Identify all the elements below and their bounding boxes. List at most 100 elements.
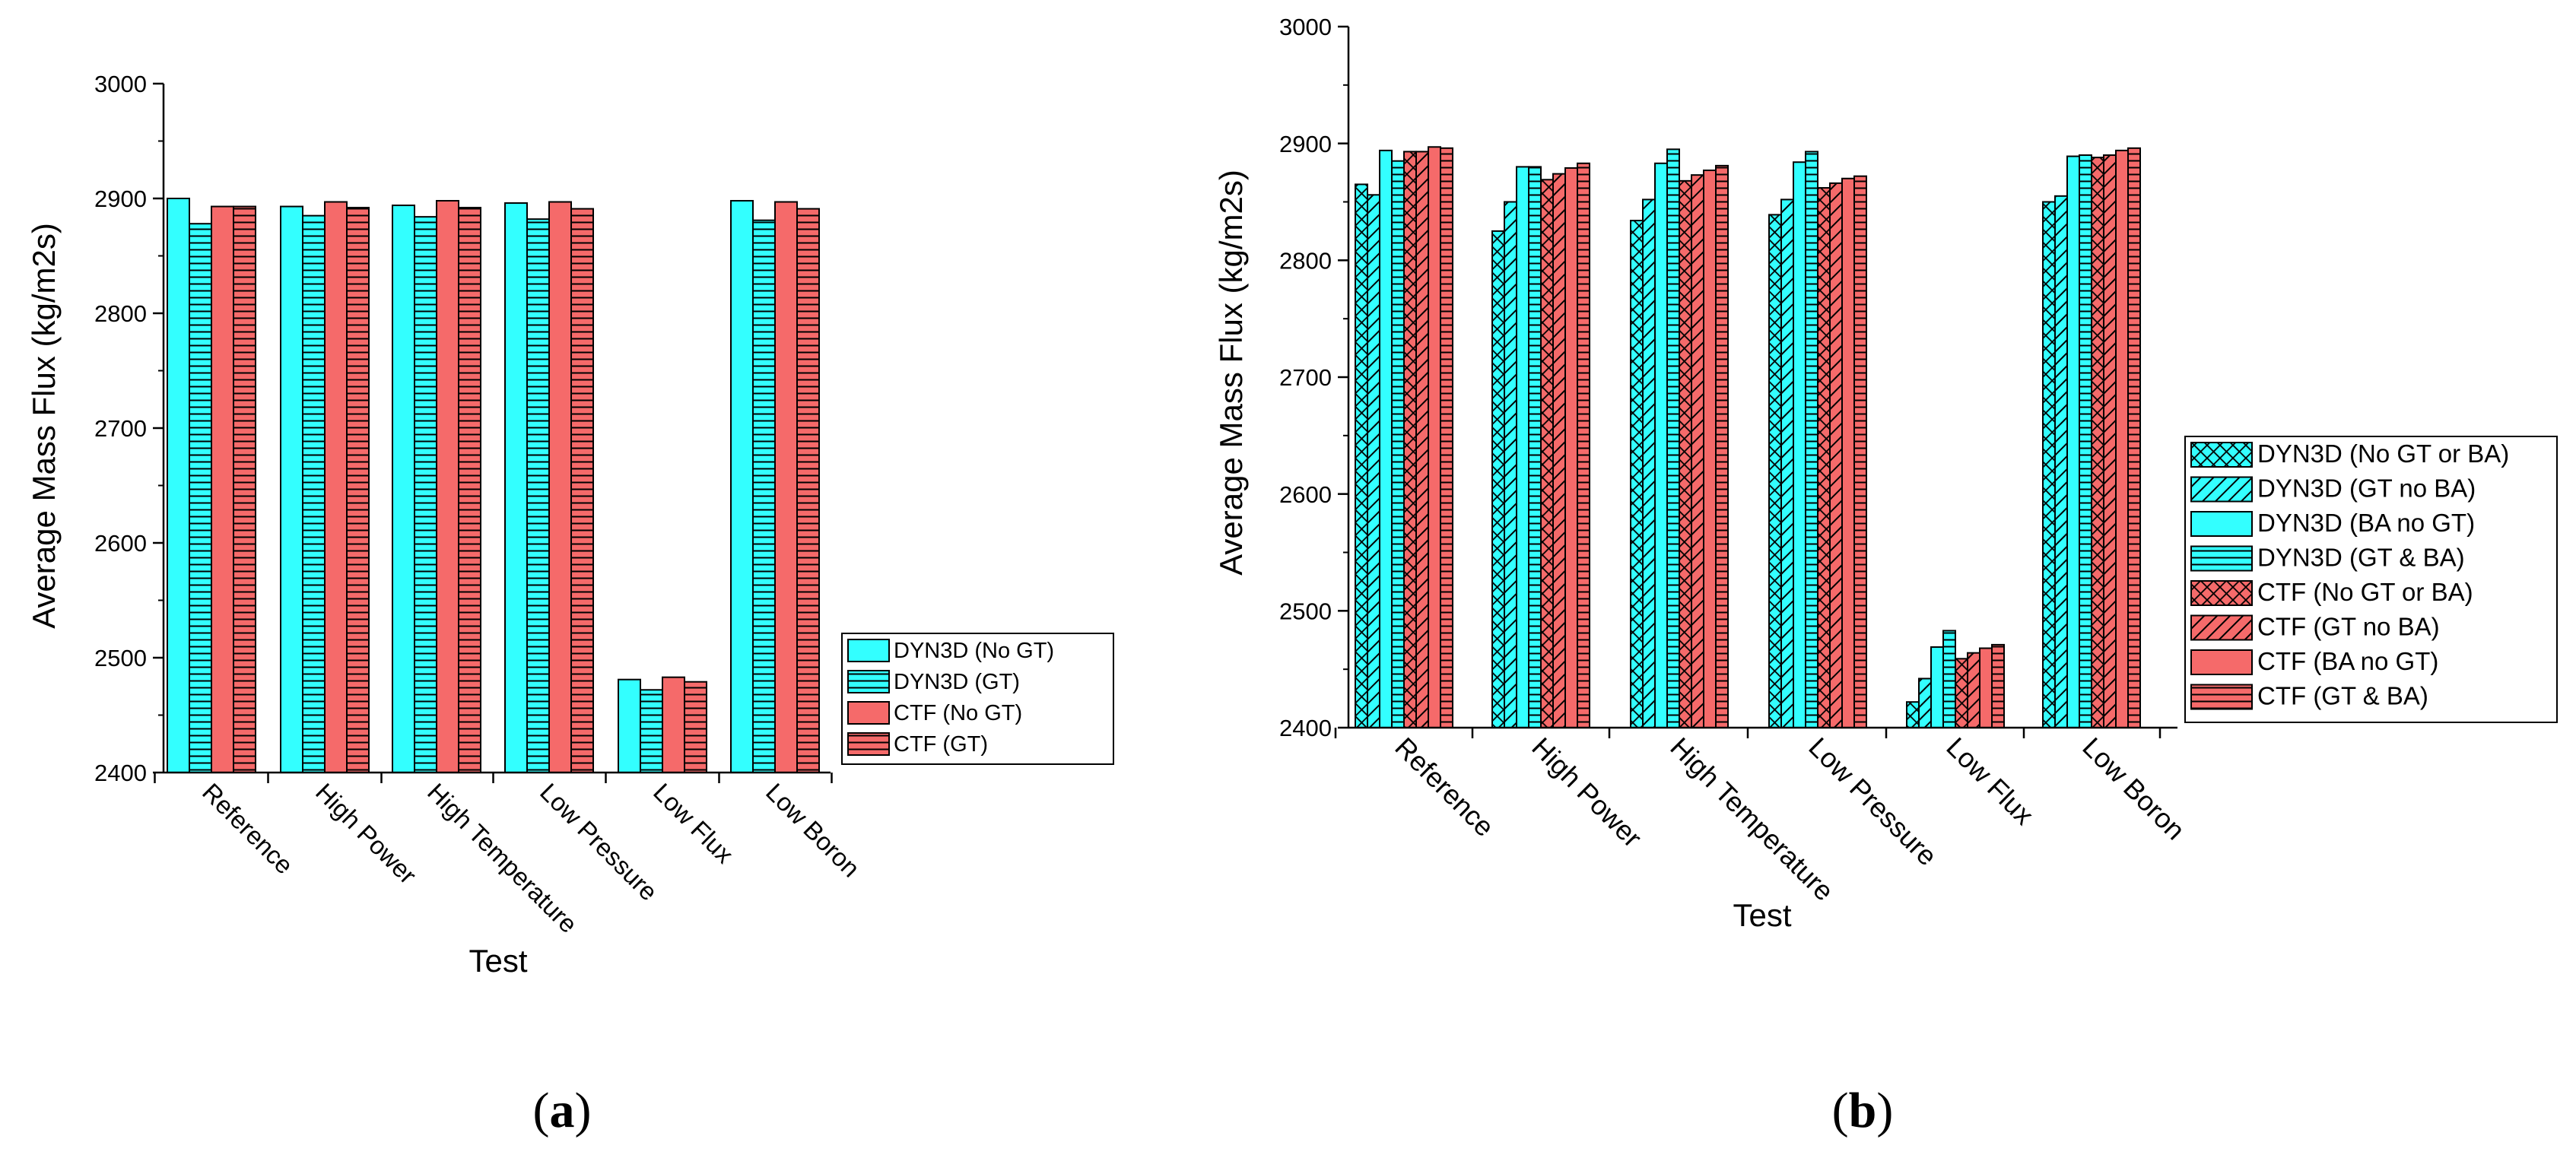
- legend-entry: DYN3D (GT no BA): [2257, 474, 2476, 503]
- bar-dyn3d-no-gt-low-flux: [618, 678, 641, 773]
- bar-dyn3d-gt-no-ba-high-power: [1504, 201, 1517, 728]
- bar-dyn3d-no-gt-or-ba-low-boron: [2042, 201, 2056, 728]
- legend-swatch: [2190, 511, 2253, 537]
- bar-ctf-no-gt-or-ba-high-power: [1540, 179, 1554, 728]
- legend-swatch: [847, 732, 890, 756]
- bar-ctf-no-gt-or-ba-reference: [1403, 151, 1417, 728]
- y-tick-label: 2400: [1279, 715, 1332, 741]
- legend-swatch: [2190, 614, 2253, 641]
- bar-ctf-gt-low-boron: [796, 208, 820, 773]
- legend-entry: CTF (No GT): [894, 701, 1022, 725]
- y-tick-label: 3000: [1279, 14, 1332, 40]
- bar-ctf-gt-no-ba-low-boron: [2103, 154, 2117, 729]
- legend-entry: CTF (BA no GT): [2257, 647, 2438, 675]
- bar-dyn3d-gt-high-temperature: [414, 216, 437, 774]
- bar-ctf-ba-no-gt-low-boron: [2115, 149, 2129, 729]
- bar-dyn3d-gt-no-ba-reference: [1367, 194, 1380, 728]
- x-tick-label: Reference: [197, 778, 299, 880]
- bar-dyn3d-ba-no-gt-low-boron: [2066, 155, 2080, 728]
- bar-ctf-no-gt-reference: [211, 205, 234, 773]
- bar-ctf-gt-ba-low-pressure: [1853, 175, 1867, 728]
- bar-ctf-gt-no-ba-high-temperature: [1691, 174, 1704, 728]
- panel-label-b: (b): [1832, 1083, 1894, 1138]
- y-tick-label: 2800: [94, 300, 147, 327]
- legend-swatch: [2190, 684, 2253, 710]
- bar-dyn3d-no-gt-high-temperature: [392, 205, 415, 773]
- legend-entry: DYN3D (No GT): [894, 639, 1054, 663]
- bar-ctf-gt-ba-low-flux: [1991, 643, 2005, 728]
- legend-swatch: [2190, 580, 2253, 606]
- bar-dyn3d-gt-high-power: [302, 214, 326, 773]
- bar-dyn3d-gt-low-pressure: [526, 218, 550, 773]
- bar-ctf-gt-ba-reference: [1440, 147, 1453, 728]
- bar-dyn3d-no-gt-or-ba-low-flux: [1906, 701, 1920, 729]
- bar-ctf-ba-no-gt-reference: [1428, 146, 1441, 728]
- legend-entry: DYN3D (GT): [894, 670, 1020, 694]
- y-tick-label: 2500: [1279, 598, 1332, 624]
- bar-dyn3d-gt-no-ba-low-boron: [2054, 195, 2068, 729]
- chart-b-x-axis-title: Test: [1733, 897, 1791, 933]
- bar-ctf-gt-high-power: [346, 207, 370, 773]
- x-tick-label: Low Pressure: [535, 778, 663, 906]
- chart-a: 2400 2500 2600 2700 2800 2900 3000 Reference Hig…: [26, 71, 1114, 1138]
- legend-swatch: [2190, 649, 2253, 675]
- bar-dyn3d-gt-ba-low-flux: [1942, 630, 1956, 728]
- legend-entry: DYN3D (No GT or BA): [2257, 439, 2509, 468]
- bar-ctf-no-gt-high-power: [324, 201, 348, 773]
- bar-ctf-no-gt-or-ba-low-pressure: [1817, 187, 1831, 728]
- x-tick-label: High Power: [310, 778, 422, 890]
- bar-dyn3d-no-gt-low-pressure: [504, 202, 528, 774]
- bar-ctf-gt-low-flux: [684, 681, 707, 774]
- bar-dyn3d-gt-ba-low-pressure: [1805, 151, 1818, 728]
- x-tick-label: High Power: [1526, 731, 1648, 854]
- bar-dyn3d-gt-reference: [189, 223, 212, 774]
- legend-entry: CTF (GT no BA): [2257, 613, 2440, 641]
- x-tick-label: Low Pressure: [1803, 731, 1943, 872]
- bar-dyn3d-gt-ba-reference: [1391, 160, 1405, 728]
- bar-ctf-gt-no-ba-reference: [1415, 151, 1429, 728]
- bar-dyn3d-no-gt-or-ba-high-temperature: [1630, 220, 1644, 728]
- bar-ctf-gt-ba-high-temperature: [1715, 164, 1729, 728]
- chart-b-y-axis-title: Average Mass Flux (kg/m2s): [1213, 170, 1249, 576]
- y-tick-label: 3000: [94, 71, 147, 97]
- bar-ctf-ba-no-gt-high-temperature: [1703, 170, 1717, 728]
- bar-ctf-no-gt-or-ba-low-flux: [1955, 658, 1968, 728]
- bar-dyn3d-gt-no-ba-low-pressure: [1780, 198, 1794, 728]
- bar-ctf-gt-ba-low-boron: [2127, 147, 2141, 728]
- bar-ctf-no-gt-or-ba-high-temperature: [1679, 179, 1692, 728]
- bar-ctf-gt-reference: [233, 205, 256, 773]
- legend-entry: DYN3D (BA no GT): [2257, 509, 2475, 537]
- bar-dyn3d-gt-no-ba-low-flux: [1918, 677, 1932, 729]
- legend-entry: CTF (GT): [894, 732, 988, 757]
- chart-a-legend: DYN3D (No GT) DYN3D (GT) CTF (No GT) CTF (G…: [841, 633, 1114, 765]
- chart-a-x-axis-title: Test: [469, 943, 527, 979]
- y-tick-label: 2700: [94, 415, 147, 442]
- legend-swatch: [847, 670, 890, 693]
- x-tick-label: Reference: [1389, 731, 1500, 842]
- legend-entry: DYN3D (GT & BA): [2257, 544, 2465, 572]
- y-tick-label: 2400: [94, 760, 147, 786]
- chart-a-y-axis-title: Average Mass Flux (kg/m2s): [26, 223, 62, 629]
- y-tick-label: 2800: [1279, 247, 1332, 274]
- bar-ctf-gt-ba-high-power: [1577, 162, 1590, 729]
- chart-a-bars: [167, 198, 820, 774]
- y-tick-label: 2900: [1279, 131, 1332, 157]
- chart-b-legend: DYN3D (No GT or BA) DYN3D (GT no BA) DYN3D…: [2184, 436, 2558, 723]
- panel-label-a: (a): [533, 1083, 592, 1138]
- y-tick-label: 2700: [1279, 364, 1332, 391]
- bar-dyn3d-no-gt-or-ba-low-pressure: [1768, 214, 1782, 728]
- y-tick-label: 2500: [94, 645, 147, 671]
- bar-dyn3d-ba-no-gt-low-flux: [1930, 646, 1944, 728]
- bar-dyn3d-no-gt-low-boron: [730, 200, 754, 773]
- bar-dyn3d-gt-no-ba-high-temperature: [1642, 198, 1656, 728]
- x-tick-label: Low Flux: [648, 778, 739, 869]
- bar-dyn3d-gt-ba-high-temperature: [1666, 148, 1680, 729]
- chart-b: 2400 2500 2600 2700 2800 2900 3000 Reference Hig…: [1213, 14, 2558, 1138]
- legend-swatch: [2190, 545, 2253, 572]
- legend-swatch: [2190, 476, 2253, 503]
- x-tick-label: Low Boron: [2076, 731, 2191, 846]
- bar-ctf-gt-no-ba-low-flux: [1967, 652, 1980, 728]
- y-tick-label: 2900: [94, 186, 147, 212]
- legend-swatch: [847, 639, 890, 662]
